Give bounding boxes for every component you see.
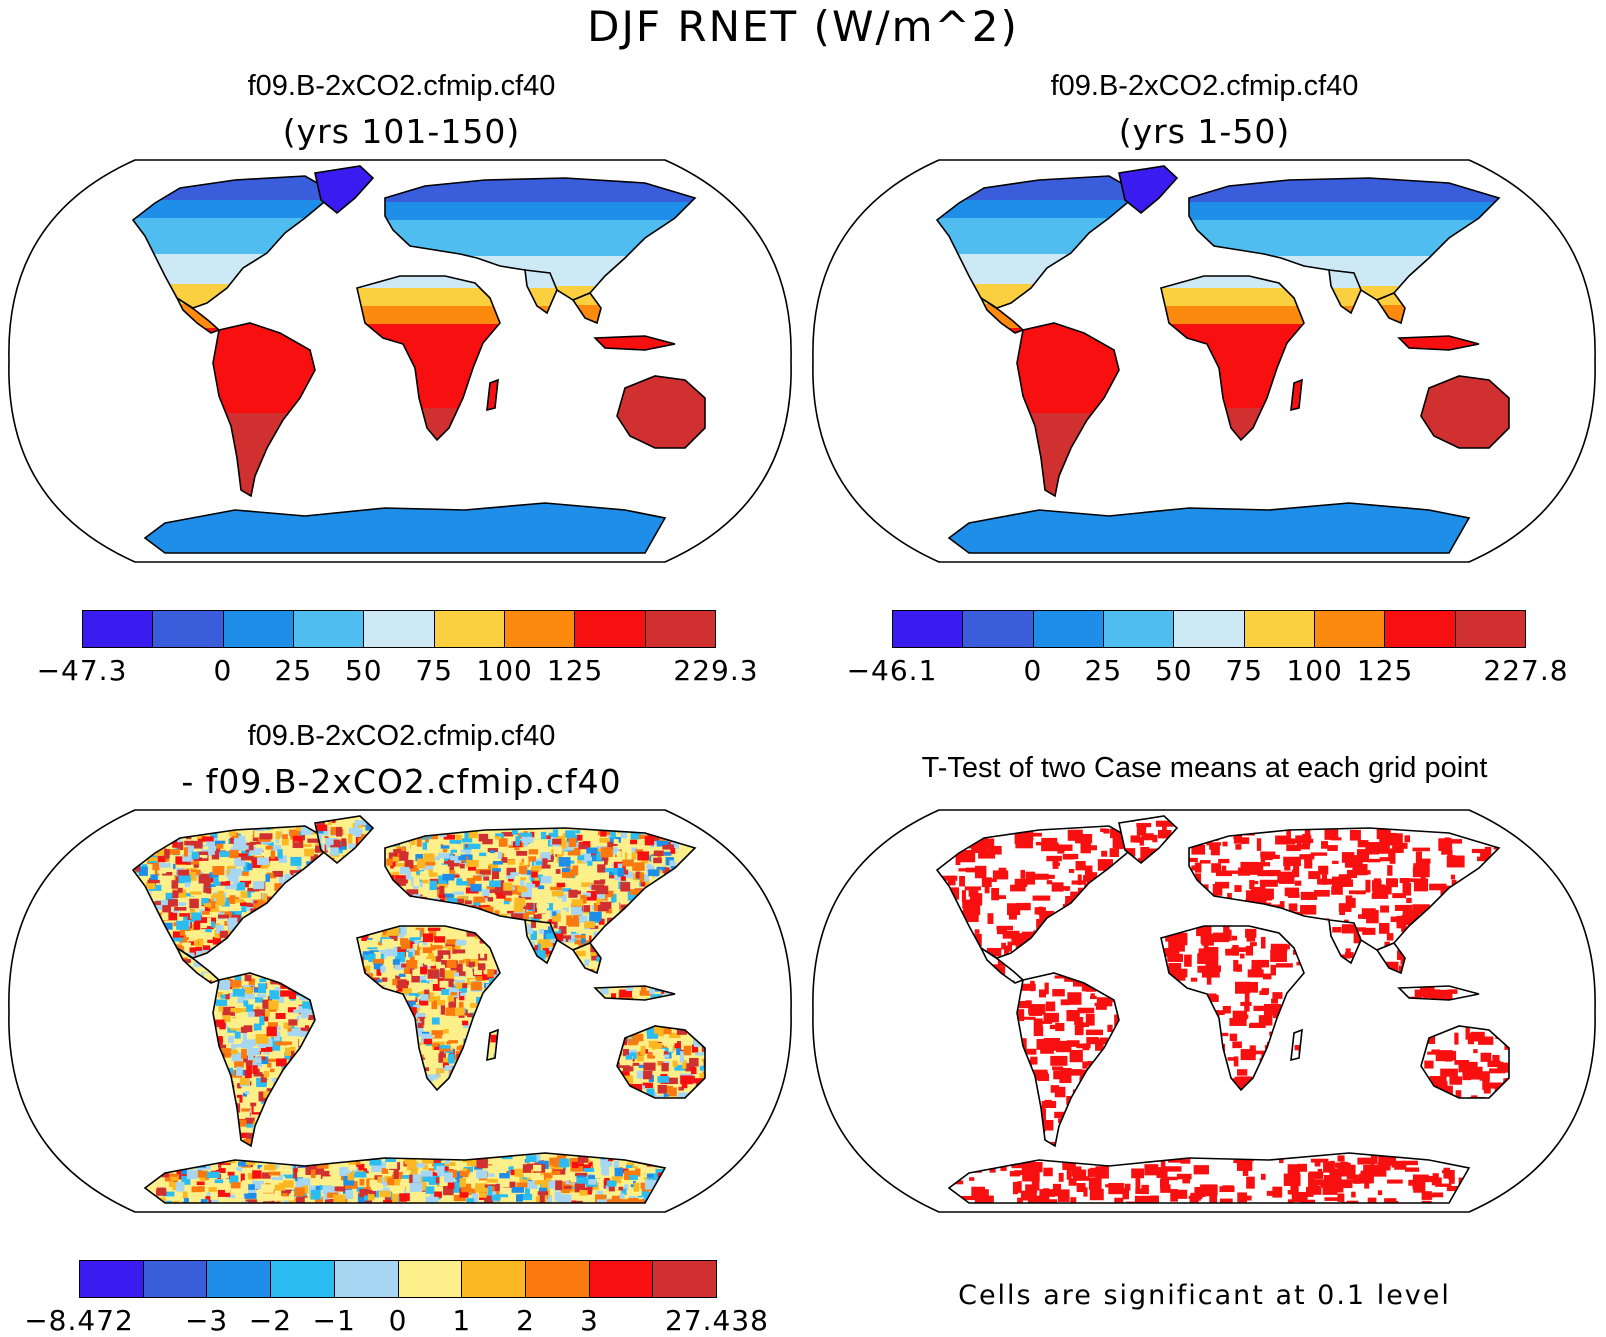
panel2-map <box>809 158 1599 564</box>
colorbar-tick-label: −46.1 <box>847 654 938 687</box>
colorbar-tick-label: −3 <box>185 1304 228 1337</box>
colorbar-segment <box>1174 611 1244 647</box>
panel4-map <box>809 808 1599 1214</box>
panel3-colorbar <box>79 1260 717 1298</box>
colorbar-segment <box>399 1261 463 1297</box>
colorbar-segment <box>435 611 505 647</box>
colorbar-segment <box>83 611 153 647</box>
colorbar-segment <box>271 1261 335 1297</box>
colorbar-segment <box>1245 611 1315 647</box>
colorbar-segment <box>1456 611 1525 647</box>
colorbar-tick-label: −2 <box>249 1304 292 1337</box>
colorbar-tick-label: −47.3 <box>37 654 128 687</box>
colorbar-segment <box>364 611 434 647</box>
colorbar-segment <box>80 1261 144 1297</box>
colorbar-segment <box>505 611 575 647</box>
colorbar-tick-label: 1 <box>452 1304 471 1337</box>
colorbar-tick-label: 229.3 <box>673 654 758 687</box>
colorbar-tick-label: 50 <box>345 654 383 687</box>
colorbar-segment <box>207 1261 271 1297</box>
colorbar-segment <box>335 1261 399 1297</box>
colorbar-segment <box>224 611 294 647</box>
colorbar-segment <box>1104 611 1174 647</box>
panel2-colorbar <box>892 610 1526 648</box>
colorbar-tick-label: 75 <box>1225 654 1263 687</box>
colorbar-tick-label: 2 <box>516 1304 535 1337</box>
panel4-title: T-Test of two Case means at each grid po… <box>803 752 1606 785</box>
panel4-significance-note: Cells are significant at 0.1 level <box>803 1280 1606 1311</box>
colorbar-tick-label: 100 <box>1286 654 1342 687</box>
colorbar-segment <box>144 1261 208 1297</box>
panel1-case-title: f09.B-2xCO2.cfmip.cf40 <box>0 70 803 103</box>
colorbar-segment <box>893 611 963 647</box>
panel3-subtitle: - f09.B-2xCO2.cfmip.cf40 <box>0 762 803 801</box>
colorbar-tick-label: 50 <box>1155 654 1193 687</box>
colorbar-tick-label: 75 <box>415 654 453 687</box>
colorbar-segment <box>575 611 645 647</box>
panel1-subtitle: (yrs 101-150) <box>0 112 803 151</box>
panel3-case-title: f09.B-2xCO2.cfmip.cf40 <box>0 720 803 753</box>
colorbar-tick-label: 125 <box>1357 654 1413 687</box>
colorbar-segment <box>153 611 223 647</box>
colorbar-tick-label: 125 <box>547 654 603 687</box>
colorbar-tick-label: −1 <box>313 1304 356 1337</box>
colorbar-tick-label: −8.472 <box>24 1304 134 1337</box>
colorbar-tick-label: 0 <box>389 1304 408 1337</box>
colorbar-segment <box>1315 611 1385 647</box>
colorbar-tick-label: 25 <box>275 654 313 687</box>
colorbar-segment <box>294 611 364 647</box>
colorbar-tick-label: 25 <box>1085 654 1123 687</box>
colorbar-segment <box>462 1261 526 1297</box>
colorbar-segment <box>590 1261 654 1297</box>
panel2-subtitle: (yrs 1-50) <box>803 112 1606 151</box>
panel3-map <box>5 808 795 1214</box>
colorbar-segment <box>1034 611 1104 647</box>
colorbar-tick-label: 0 <box>1023 654 1042 687</box>
colorbar-segment <box>653 1261 716 1297</box>
figure-title: DJF RNET (W/m^2) <box>0 2 1606 51</box>
panel2-case-title: f09.B-2xCO2.cfmip.cf40 <box>803 70 1606 103</box>
panel1-colorbar <box>82 610 716 648</box>
colorbar-segment <box>646 611 715 647</box>
colorbar-segment <box>526 1261 590 1297</box>
colorbar-tick-label: 227.8 <box>1483 654 1568 687</box>
colorbar-segment <box>1385 611 1455 647</box>
panel1-map <box>5 158 795 564</box>
colorbar-tick-label: 3 <box>580 1304 599 1337</box>
colorbar-tick-label: 0 <box>213 654 232 687</box>
colorbar-tick-label: 27.438 <box>665 1304 769 1337</box>
colorbar-tick-label: 100 <box>476 654 532 687</box>
colorbar-segment <box>963 611 1033 647</box>
